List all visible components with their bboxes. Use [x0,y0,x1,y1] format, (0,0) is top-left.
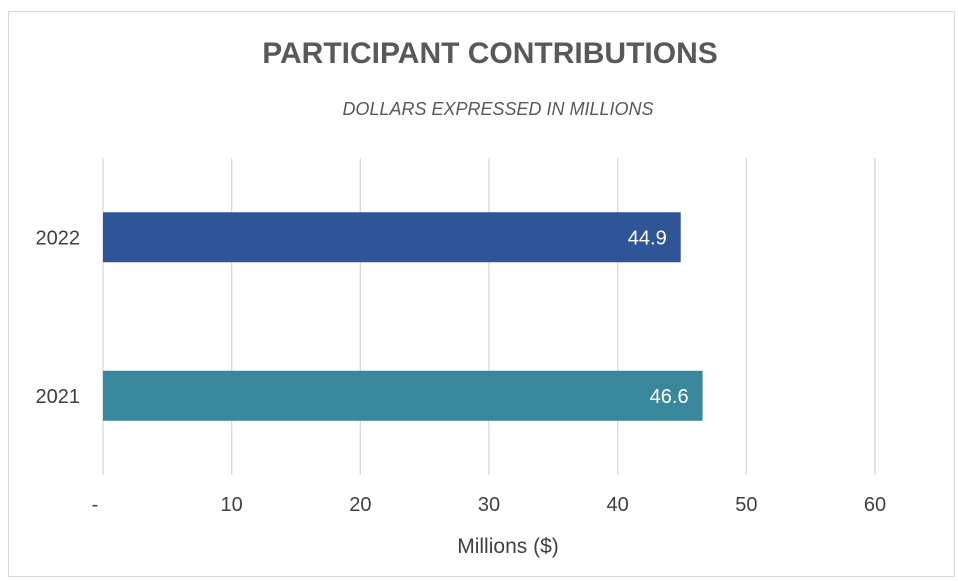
data-label-2021: 46.6 [650,386,689,408]
x-tick-label: 40 [607,494,629,516]
x-tick-label: 10 [221,494,243,516]
x-tick-label: 50 [735,494,757,516]
x-tick-label: 30 [478,494,500,516]
x-tick-label: 60 [864,494,886,516]
category-label-2022: 2022 [36,227,81,249]
data-label-2022: 44.9 [628,227,667,249]
x-tick-label: - [92,494,99,516]
x-axis-title: Millions ($) [457,535,559,558]
bars: 44.9 46.6 [103,212,703,421]
x-tick-labels: - 10 20 30 40 50 60 [92,494,886,516]
bar-2022 [103,212,681,262]
chart-subtitle: DOLLARS EXPRESSED IN MILLIONS [342,99,653,119]
gridlines [103,158,875,475]
category-labels: 2022 2021 [36,227,81,408]
x-tick-label: 20 [349,494,371,516]
bar-2021 [103,371,703,421]
category-label-2021: 2021 [36,386,81,408]
chart-title: PARTICIPANT CONTRIBUTIONS [262,37,718,70]
